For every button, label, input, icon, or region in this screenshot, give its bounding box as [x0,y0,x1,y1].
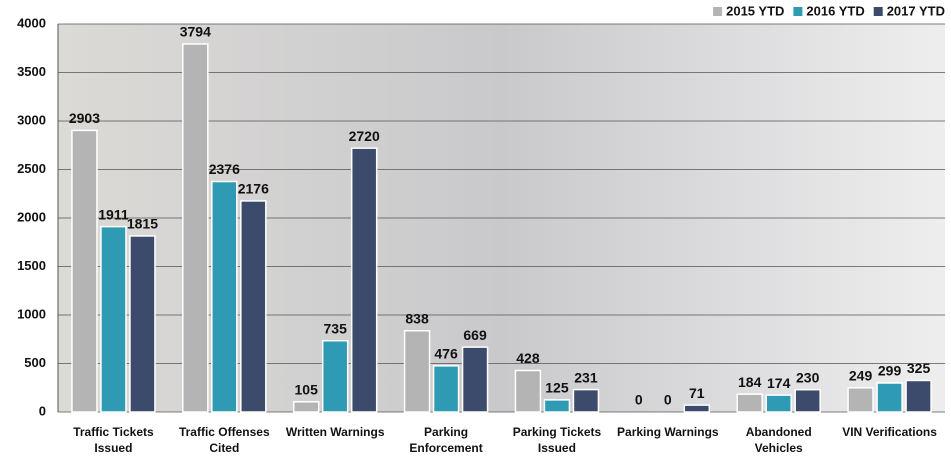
legend-label: 2017 YTD [887,3,945,18]
data-label: 2903 [69,110,100,126]
bar [737,394,762,412]
legend-swatch [713,7,722,16]
bar [906,380,931,412]
bar [352,148,377,412]
x-tick-label: Parking Tickets Issued [505,424,609,456]
bar [405,331,430,412]
data-label: 1911 [98,206,129,222]
y-tick-label: 4000 [17,15,46,30]
data-label: 2376 [209,161,240,177]
bar [463,347,488,412]
bar [573,390,598,412]
data-label: 125 [545,380,569,396]
bar [684,405,709,412]
bar [130,236,155,412]
legend-swatch [874,7,883,16]
data-label: 0 [635,392,643,408]
data-label: 735 [324,320,348,336]
bar [848,388,873,412]
data-label: 0 [664,392,672,408]
bar [183,44,208,412]
y-tick-label: 2500 [17,161,46,176]
bar [212,182,237,412]
x-tick-label: Parking Enforcement [394,424,498,456]
y-tick-label: 1000 [17,306,46,321]
data-label: 299 [878,363,902,379]
bar [877,383,902,412]
data-label: 105 [295,382,319,398]
data-label: 3794 [180,24,211,40]
x-tick-label: Traffic Offenses Cited [172,424,276,456]
bar [101,227,126,412]
x-tick-label: Traffic Tickets Issued [61,424,165,456]
data-label: 669 [463,327,487,343]
data-label: 249 [849,368,873,384]
y-tick-label: 2000 [17,209,46,224]
legend-label: 2015 YTD [726,3,784,18]
x-tick-label: Abandoned Vehicles [727,424,831,456]
data-label: 174 [767,375,791,391]
data-label: 184 [738,374,762,390]
data-label: 231 [574,369,598,385]
bar [72,130,97,412]
bar [294,402,319,412]
y-tick-label: 0 [39,403,46,418]
chart-page: 0 500 1000 1500 2000 2500 3000 3500 4000 2903 1911… [0,0,951,459]
bar [515,370,540,412]
bar [544,400,569,412]
data-label: 838 [405,310,429,326]
data-label: 1815 [127,216,158,232]
bar [795,390,820,412]
data-label: 325 [907,360,931,376]
bar [323,341,348,412]
data-label: 428 [516,350,540,366]
data-label: 71 [689,385,705,401]
y-tick-label: 500 [24,355,46,370]
bar [766,395,791,412]
chart: 0 500 1000 1500 2000 2500 3000 3500 4000 2903 1911… [0,0,951,459]
data-label: 2720 [349,128,380,144]
x-tick-label: Written Warnings [283,424,387,440]
data-label: 476 [434,346,458,362]
data-label: 2176 [238,181,269,197]
y-tick-label: 1500 [17,258,46,273]
bar [434,366,459,412]
legend-swatch [793,7,802,16]
x-tick-label: VIN Verifications [838,424,942,440]
y-tick-label: 3000 [17,112,46,127]
legend-label: 2016 YTD [806,3,864,18]
data-label: 230 [796,369,820,385]
y-tick-label: 3500 [17,64,46,79]
bar [241,201,266,412]
x-tick-label: Parking Warnings [616,424,720,440]
